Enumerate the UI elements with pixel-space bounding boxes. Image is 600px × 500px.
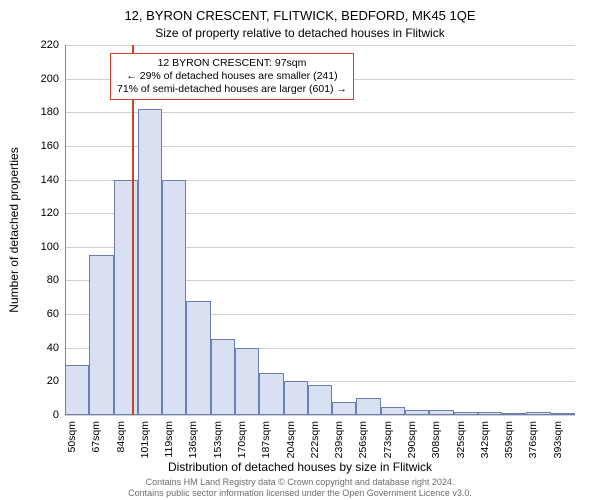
annotation-box: 12 BYRON CRESCENT: 97sqm← 29% of detache… bbox=[110, 53, 354, 100]
x-tick-label: 273sqm bbox=[382, 384, 394, 421]
x-tick-label: 239sqm bbox=[333, 384, 345, 421]
x-tick-label: 359sqm bbox=[503, 384, 515, 421]
chart-area: 02040608010012014016018020022050sqm67sqm… bbox=[65, 45, 575, 415]
x-axis-label: Distribution of detached houses by size … bbox=[0, 460, 600, 474]
y-tick-label: 80 bbox=[47, 274, 65, 286]
y-tick-label: 40 bbox=[47, 342, 65, 354]
histogram-bar bbox=[162, 180, 186, 415]
y-tick-label: 20 bbox=[47, 375, 65, 387]
annotation-line: 71% of semi-detached houses are larger (… bbox=[117, 83, 347, 96]
y-tick-label: 160 bbox=[41, 140, 65, 152]
x-tick-label: 325sqm bbox=[455, 384, 467, 421]
footer: Contains HM Land Registry data © Crown c… bbox=[0, 477, 600, 498]
x-tick-label: 119sqm bbox=[163, 384, 175, 421]
y-tick-label: 140 bbox=[41, 174, 65, 186]
x-tick-label: 84sqm bbox=[115, 389, 127, 421]
x-tick-label: 290sqm bbox=[406, 384, 418, 421]
x-tick-label: 67sqm bbox=[90, 389, 102, 421]
histogram-bar bbox=[114, 180, 138, 415]
y-tick-label: 200 bbox=[41, 73, 65, 85]
y-tick-label: 180 bbox=[41, 106, 65, 118]
x-tick-label: 376sqm bbox=[527, 384, 539, 421]
x-tick-label: 136sqm bbox=[187, 384, 199, 421]
x-tick-label: 393sqm bbox=[552, 384, 564, 421]
y-tick-label: 220 bbox=[41, 39, 65, 51]
y-tick-label: 100 bbox=[41, 241, 65, 253]
x-tick-label: 308sqm bbox=[430, 384, 442, 421]
y-tick-label: 120 bbox=[41, 207, 65, 219]
footer-line-1: Contains HM Land Registry data © Crown c… bbox=[0, 477, 600, 487]
annotation-line: ← 29% of detached houses are smaller (24… bbox=[117, 70, 347, 83]
page-subtitle: Size of property relative to detached ho… bbox=[0, 26, 600, 40]
x-tick-label: 187sqm bbox=[260, 384, 272, 421]
reference-line bbox=[132, 45, 134, 415]
page-title: 12, BYRON CRESCENT, FLITWICK, BEDFORD, M… bbox=[0, 8, 600, 23]
footer-line-2: Contains public sector information licen… bbox=[0, 488, 600, 498]
x-tick-label: 204sqm bbox=[285, 384, 297, 421]
x-tick-label: 342sqm bbox=[479, 384, 491, 421]
x-tick-label: 153sqm bbox=[212, 384, 224, 421]
x-tick-label: 256sqm bbox=[357, 384, 369, 421]
gridline bbox=[65, 45, 575, 46]
histogram-bar bbox=[138, 109, 162, 415]
y-tick-label: 0 bbox=[53, 409, 65, 421]
x-tick-label: 101sqm bbox=[139, 384, 151, 421]
x-tick-label: 50sqm bbox=[66, 389, 78, 421]
x-tick-label: 222sqm bbox=[309, 384, 321, 421]
y-axis-label: Number of detached properties bbox=[7, 147, 21, 312]
y-tick-label: 60 bbox=[47, 308, 65, 320]
annotation-line: 12 BYRON CRESCENT: 97sqm bbox=[117, 57, 347, 70]
x-tick-label: 170sqm bbox=[236, 384, 248, 421]
